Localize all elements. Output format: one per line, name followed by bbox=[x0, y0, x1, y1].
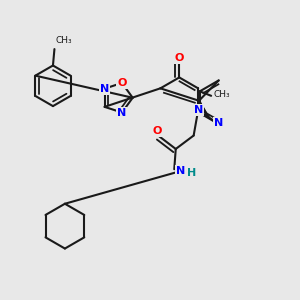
Text: N: N bbox=[194, 105, 203, 115]
Text: O: O bbox=[175, 53, 184, 63]
Text: N: N bbox=[100, 84, 109, 94]
Text: O: O bbox=[117, 78, 127, 88]
Text: CH₃: CH₃ bbox=[213, 90, 230, 99]
Text: H: H bbox=[187, 168, 196, 178]
Text: O: O bbox=[152, 126, 162, 136]
Text: N: N bbox=[176, 166, 185, 176]
Text: CH₃: CH₃ bbox=[56, 36, 73, 45]
Text: N: N bbox=[214, 118, 223, 128]
Text: N: N bbox=[117, 107, 127, 118]
